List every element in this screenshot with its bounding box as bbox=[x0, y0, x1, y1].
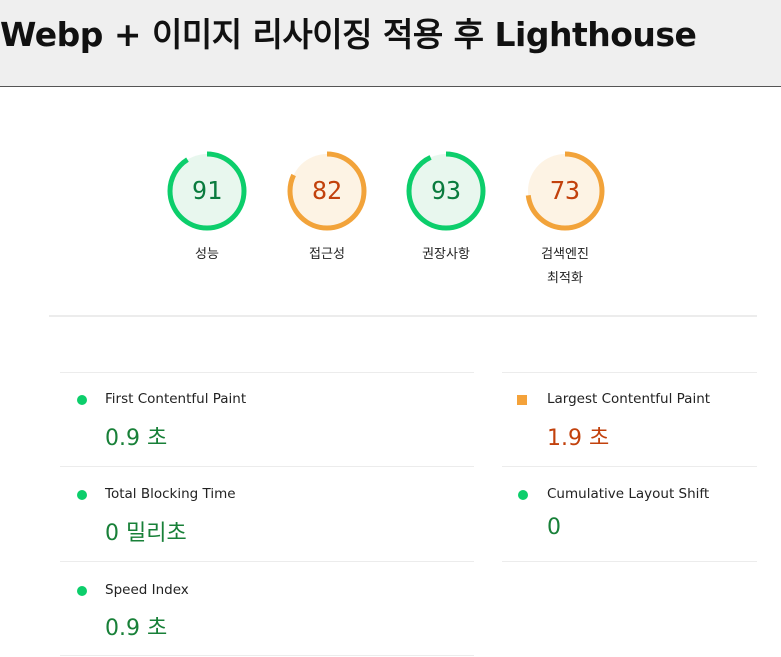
metric-divider bbox=[60, 655, 474, 656]
gauge-seo[interactable]: 73 검색엔진 최적화 bbox=[522, 148, 608, 286]
metric-divider bbox=[60, 372, 474, 373]
gauge-background bbox=[170, 154, 244, 228]
metric-name-cls: Cumulative Layout Shift bbox=[547, 486, 710, 502]
gauge-label: 검색엔진 최적화 bbox=[502, 243, 628, 291]
metric-name-fcp: First Contentful Paint bbox=[105, 391, 247, 407]
metric-divider bbox=[60, 466, 474, 467]
gauge-label: 성능 bbox=[195, 247, 219, 262]
metric-name-lcp: Largest Contentful Paint bbox=[547, 391, 711, 407]
gauge-label: 권장사항 bbox=[422, 247, 470, 262]
gauge-ring-icon bbox=[525, 151, 605, 231]
page-title: Webp + 이미지 리사이징 적용 후 Lighthouse bbox=[0, 15, 697, 54]
gauge-label-line1: 검색엔진 bbox=[541, 247, 589, 262]
metric-value-fcp: 0.9 초 bbox=[105, 426, 168, 451]
gauge-label: 접근성 bbox=[309, 247, 345, 262]
gauge-best-practices[interactable]: 93 권장사항 bbox=[403, 148, 489, 262]
gauge-background bbox=[528, 154, 602, 228]
metric-divider bbox=[502, 466, 757, 467]
gauge-accessibility[interactable]: 82 접근성 bbox=[284, 148, 370, 262]
metric-divider bbox=[60, 561, 474, 562]
good-status-icon bbox=[77, 490, 87, 500]
gauge-label-line2: 최적화 bbox=[547, 271, 583, 286]
gauge-arc bbox=[287, 151, 367, 231]
good-status-icon bbox=[518, 490, 528, 500]
section-divider bbox=[49, 315, 757, 317]
gauge-arc bbox=[167, 151, 247, 231]
metric-value-cls: 0 bbox=[547, 515, 561, 540]
metric-divider bbox=[502, 561, 757, 562]
gauge-score: 91 bbox=[191, 176, 223, 205]
gauge-performance[interactable]: 91 성능 bbox=[164, 148, 250, 262]
average-status-icon bbox=[517, 395, 527, 405]
good-status-icon bbox=[77, 586, 87, 596]
metric-name-tbt: Total Blocking Time bbox=[105, 486, 236, 502]
gauge-ring-icon bbox=[167, 151, 247, 231]
gauge-arc bbox=[525, 151, 605, 231]
gauge-background bbox=[290, 154, 364, 228]
gauge-ring-icon bbox=[406, 151, 486, 231]
gauge-ring-icon bbox=[287, 151, 367, 231]
metric-name-si: Speed Index bbox=[105, 582, 189, 598]
metric-divider bbox=[502, 372, 757, 373]
metric-value-tbt: 0 밀리초 bbox=[105, 521, 187, 546]
gauge-background bbox=[409, 154, 483, 228]
gauge-score: 82 bbox=[311, 176, 343, 205]
good-status-icon bbox=[77, 395, 87, 405]
slide-header: Webp + 이미지 리사이징 적용 후 Lighthouse bbox=[0, 0, 781, 87]
metric-value-lcp: 1.9 초 bbox=[547, 426, 610, 451]
gauge-arc bbox=[406, 151, 486, 231]
gauge-score: 73 bbox=[549, 176, 581, 205]
gauge-score: 93 bbox=[430, 176, 462, 205]
metric-value-si: 0.9 초 bbox=[105, 616, 168, 641]
